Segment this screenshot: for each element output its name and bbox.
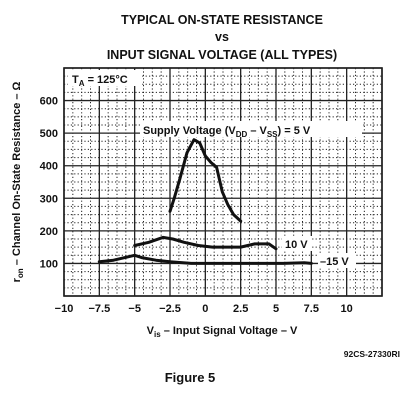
x-tick-label: −2.5 xyxy=(159,303,181,315)
x-tick-label: −10 xyxy=(55,303,74,315)
tick-labels: −10 −7.5 −5 −2.5 0 2.5 5 7.5 10 100 200 300 400 500 60… xyxy=(40,96,353,315)
x-tick-label: 2.5 xyxy=(233,303,248,315)
series-layer xyxy=(97,138,313,265)
y-axis-label: ron – Channel On-State Resistance – Ω xyxy=(11,81,25,282)
x-tick-label: 10 xyxy=(341,303,353,315)
series-label-10v-bg xyxy=(282,236,312,251)
chart-title-line-3: INPUT SIGNAL VOLTAGE (ALL TYPES) xyxy=(107,48,337,62)
y-tick-label: 400 xyxy=(40,161,58,173)
x-tick-label: −5 xyxy=(128,303,141,315)
series-line-15v xyxy=(97,253,313,265)
y-tick-label: 300 xyxy=(40,193,58,205)
x-tick-label: 5 xyxy=(273,303,279,315)
y-tick-label: 500 xyxy=(40,128,58,140)
condition-box xyxy=(68,70,140,86)
y-tick-label: 600 xyxy=(40,96,58,108)
series-label-10v: 10 V xyxy=(285,239,308,251)
series-label-5v-bg xyxy=(140,121,362,137)
grid xyxy=(63,67,383,297)
series-label-5v: Supply Voltage (VDD – VSS) = 5 V xyxy=(143,125,311,139)
x-tick-label: 7.5 xyxy=(304,303,319,315)
x-tick-label: 0 xyxy=(202,303,208,315)
series-label-15v: –15 V xyxy=(320,256,349,268)
x-axis-label: Vis – Input Signal Voltage – V xyxy=(147,325,298,339)
series-line-10v xyxy=(133,235,278,251)
series-label-15v-bg xyxy=(318,253,356,268)
y-tick-label: 100 xyxy=(40,258,58,270)
condition-label: TA = 125°C xyxy=(72,74,128,88)
chart-title-line-2: vs xyxy=(215,30,229,44)
figure-caption: Figure 5 xyxy=(165,370,216,385)
y-tick-label: 200 xyxy=(40,226,58,238)
x-tick-label: −7.5 xyxy=(88,303,110,315)
series-line-5v xyxy=(168,138,243,223)
chart-title-line-1: TYPICAL ON-STATE RESISTANCE xyxy=(121,13,323,27)
part-number: 92CS-27330RI xyxy=(344,349,400,359)
